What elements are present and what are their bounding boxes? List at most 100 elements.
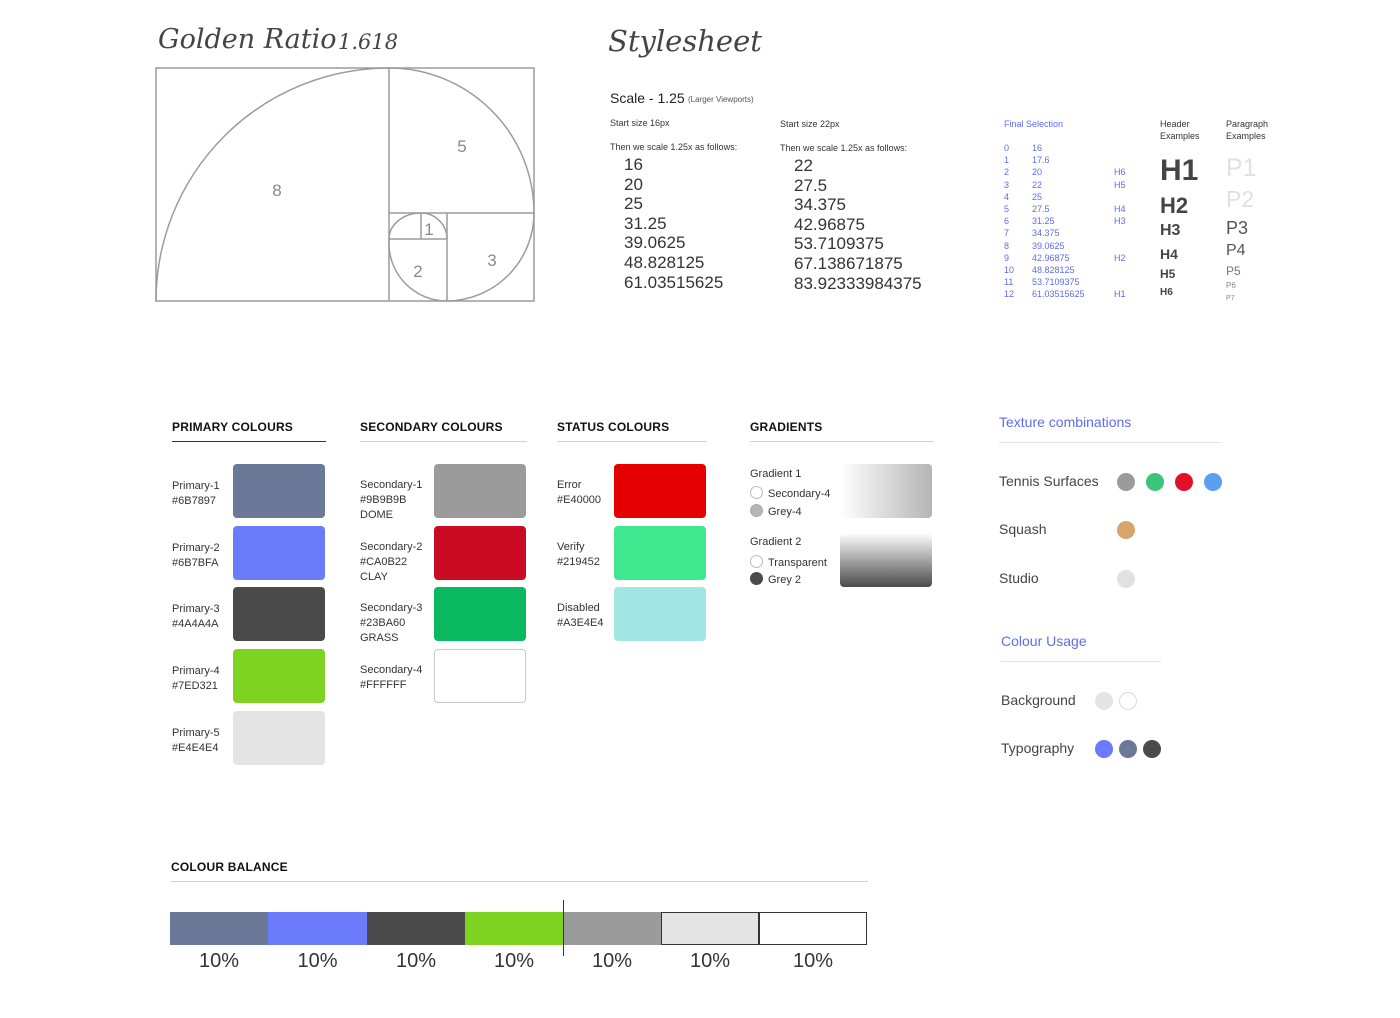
- col1-value: 16: [624, 155, 643, 174]
- secondary-note: DOME: [360, 509, 393, 521]
- gradient-1-stop1-radio: [750, 486, 763, 499]
- gradient-2-stop1-label: Transparent: [768, 557, 827, 569]
- golden-ratio-value: 1.618: [338, 30, 399, 54]
- paragraph-examples-title-line: Paragraph: [1226, 119, 1269, 129]
- usage-dot: [1119, 740, 1137, 758]
- h3-example: H3: [1160, 222, 1181, 239]
- col1-value: 61.03515625: [624, 272, 724, 292]
- usage-row-label: Typography: [1001, 740, 1075, 756]
- p1-example: P1: [1226, 154, 1257, 182]
- final-heading: H5: [1114, 179, 1126, 190]
- final-value: 42.96875: [1032, 252, 1070, 263]
- golden-cell-3: 3: [487, 251, 496, 270]
- primary-swatch: [233, 464, 325, 518]
- primary-name: Primary-4: [172, 665, 220, 678]
- final-index: 0: [1004, 143, 1010, 153]
- gradients-rule: [750, 441, 934, 442]
- balance-segment: [465, 912, 563, 945]
- gradient-1-stop2-radio: [750, 504, 763, 517]
- primary-swatch: [233, 710, 325, 765]
- final-value: 27.5: [1032, 204, 1050, 214]
- balance-title: COLOUR BALANCE: [171, 860, 288, 874]
- primary-swatch: [233, 525, 325, 580]
- balance-segment: [661, 912, 759, 945]
- col2-value: 22: [794, 156, 813, 175]
- col2-value: 34.375: [794, 195, 846, 215]
- balance-percent: 10%: [297, 950, 338, 972]
- status-colours-title: STATUS COLOURS: [557, 420, 670, 434]
- col1-value: 39.0625: [624, 233, 686, 253]
- primary-swatch: [233, 587, 325, 642]
- col1-values: 16 20 25 31.25 39.0625 48.828125 61.0351…: [624, 155, 723, 292]
- primary-name: Primary-5: [172, 726, 220, 739]
- balance-percent: 10%: [792, 950, 834, 972]
- gradient-1-stop2-label: Grey-4: [768, 506, 802, 518]
- primary-name: Primary-2: [172, 541, 220, 554]
- p7-example: P7: [1226, 295, 1235, 302]
- secondary-name: Secondary-3: [360, 602, 423, 615]
- primary-hex: #6B7BFA: [172, 556, 219, 569]
- secondary-swatch: [434, 587, 526, 642]
- usage-dot: [1119, 692, 1137, 710]
- final-value: 39.0625: [1032, 240, 1065, 251]
- golden-ratio-title: Golden Ratio: [158, 24, 337, 55]
- secondary-hex: #FFFFFF: [360, 679, 407, 692]
- col2-values: 22 27.5 34.375 42.96875 53.7109375 67.13…: [794, 156, 922, 293]
- final-heading: H6: [1114, 167, 1126, 178]
- usage-row-label: Background: [1001, 692, 1076, 708]
- final-index: 10: [1004, 265, 1015, 275]
- primary-colours-title: PRIMARY COLOURS: [172, 420, 294, 434]
- secondary-name: Secondary-4: [360, 664, 423, 677]
- final-index: 12: [1004, 289, 1015, 300]
- secondary-swatch: [434, 464, 526, 518]
- golden-cell-5: 5: [457, 137, 466, 156]
- paragraph-examples-title-line: Examples: [1226, 131, 1266, 141]
- col1-start: Start size 16px: [610, 118, 670, 128]
- final-value: 25: [1032, 191, 1043, 202]
- secondary-swatch: [434, 525, 526, 580]
- texture-title: Texture combinations: [999, 414, 1132, 430]
- final-value: 34.375: [1032, 228, 1060, 239]
- secondary-name: Secondary-2: [360, 540, 423, 553]
- secondary-note: GRASS: [360, 632, 399, 645]
- final-index: 2: [1004, 167, 1010, 178]
- texture-rule: [999, 442, 1222, 443]
- header-examples-title-line: Examples: [1160, 131, 1200, 141]
- col2-value: 83.92333984375: [794, 273, 922, 293]
- gradient-2-stop2-radio: [750, 572, 763, 585]
- header-examples-title-line: Header: [1160, 119, 1190, 129]
- golden-cell-8: 8: [272, 181, 281, 200]
- final-index: 6: [1004, 216, 1010, 227]
- h5-example: H5: [1160, 267, 1176, 281]
- gradient-2-stop1-radio: [750, 555, 763, 568]
- primary-name: Primary-1: [172, 480, 220, 492]
- usage-dot: [1143, 740, 1161, 758]
- col2-then: Then we scale 1.25x as follows:: [780, 143, 908, 153]
- status-swatch: [614, 464, 706, 518]
- secondary-hex: #23BA60: [360, 617, 406, 630]
- gradient-2-swatch: [840, 533, 932, 587]
- final-heading: H2: [1114, 252, 1126, 263]
- header-examples-title: Header Examples: [1160, 118, 1200, 142]
- usage-rule: [1001, 661, 1161, 662]
- balance-segment: [563, 912, 661, 945]
- secondary-name: Secondary-1: [360, 479, 423, 491]
- final-value: 53.7109375: [1032, 277, 1080, 288]
- col1-value: 20: [624, 174, 643, 194]
- texture-row-label: Squash: [999, 521, 1047, 537]
- status-name: Verify: [557, 540, 585, 553]
- balance-percent: 10%: [395, 950, 437, 972]
- h6-example: H6: [1160, 287, 1173, 298]
- status-hex: #A3E4E4: [557, 617, 604, 630]
- p4-example: P4: [1226, 242, 1246, 259]
- final-index: 11: [1004, 277, 1014, 288]
- col1-value: 25: [624, 194, 643, 214]
- final-index: 5: [1004, 204, 1010, 214]
- col2-start: Start size 22px: [780, 119, 840, 129]
- texture-dot: [1204, 473, 1222, 491]
- balance-percent: 10%: [198, 950, 240, 972]
- p6-example: P6: [1226, 281, 1236, 290]
- gradient-1-stop1-label: Secondary-4: [768, 488, 831, 500]
- texture-dot: [1117, 521, 1135, 539]
- usage-title: Colour Usage: [1001, 633, 1087, 649]
